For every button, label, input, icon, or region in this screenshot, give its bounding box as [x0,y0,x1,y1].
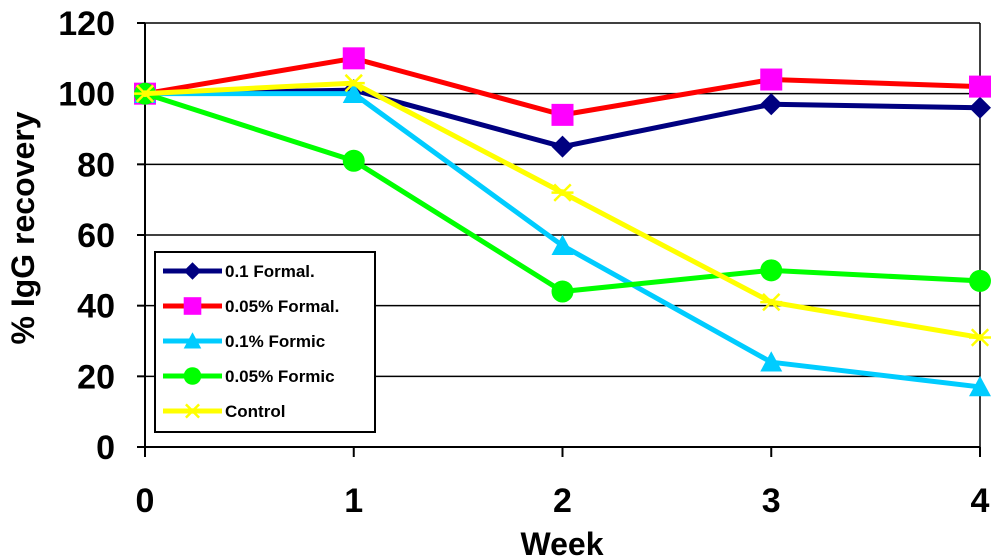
legend-item: 0.05% Formal. [163,297,339,316]
data-point [969,375,991,397]
data-point [760,351,783,372]
legend-items: 0.1 Formal. 0.05% Formal. 0.1% Formic 0.05%… [163,262,339,421]
data-point [760,93,783,116]
y-axis-title: % IgG recovery [5,111,41,344]
data-point [760,259,783,282]
y-tick-label: 120 [58,5,115,43]
data-point [183,403,202,419]
y-tick-label: 80 [77,146,115,184]
data-point [342,149,365,172]
data-point [183,332,202,349]
data-point [760,292,783,312]
data-point [342,82,365,104]
data-point [969,269,991,292]
y-tick-label: 60 [77,217,115,255]
legend-label: 0.1 Formal. [225,262,315,281]
data-point [551,234,574,255]
data-point [342,47,365,70]
y-tick-label: 0 [96,429,115,467]
legend-item: 0.05% Formic [163,367,335,386]
y-tick-label: 40 [77,288,115,326]
x-tick-label: 1 [344,482,363,520]
data-point [969,75,991,98]
data-point [183,297,202,315]
x-tick-label: 4 [971,482,990,520]
legend-item: 0.1% Formic [163,332,325,351]
x-tick-label: 0 [136,482,155,520]
data-point [183,262,202,280]
legend-item: Control [163,402,285,421]
legend: 0.1 Formal. 0.05% Formal. 0.1% Formic 0.05%… [154,251,376,433]
legend-label: 0.05% Formic [225,367,335,386]
x-tick-label: 3 [762,482,781,520]
series-control [134,73,991,347]
series-lines [134,47,991,397]
data-point [969,328,991,347]
data-point [551,183,574,202]
data-point [551,103,574,126]
y-tick-label: 20 [77,358,115,396]
data-point [551,280,574,303]
legend-label: Control [225,402,285,421]
data-point [183,367,202,385]
legend-label: 0.05% Formal. [225,297,339,316]
data-point [134,84,156,103]
x-tick-label: 2 [553,482,572,520]
x-axis-title: Week [520,526,603,560]
data-point [342,73,365,93]
y-tick-label: 100 [58,76,115,114]
legend-item: 0.1 Formal. [163,262,315,281]
legend-label: 0.1% Formic [225,332,325,351]
tick-labels: 0 20 40 60 80 100 120 0 1 2 3 4 [58,5,989,520]
data-point [760,68,783,91]
data-point [551,135,574,158]
data-point [969,96,991,119]
